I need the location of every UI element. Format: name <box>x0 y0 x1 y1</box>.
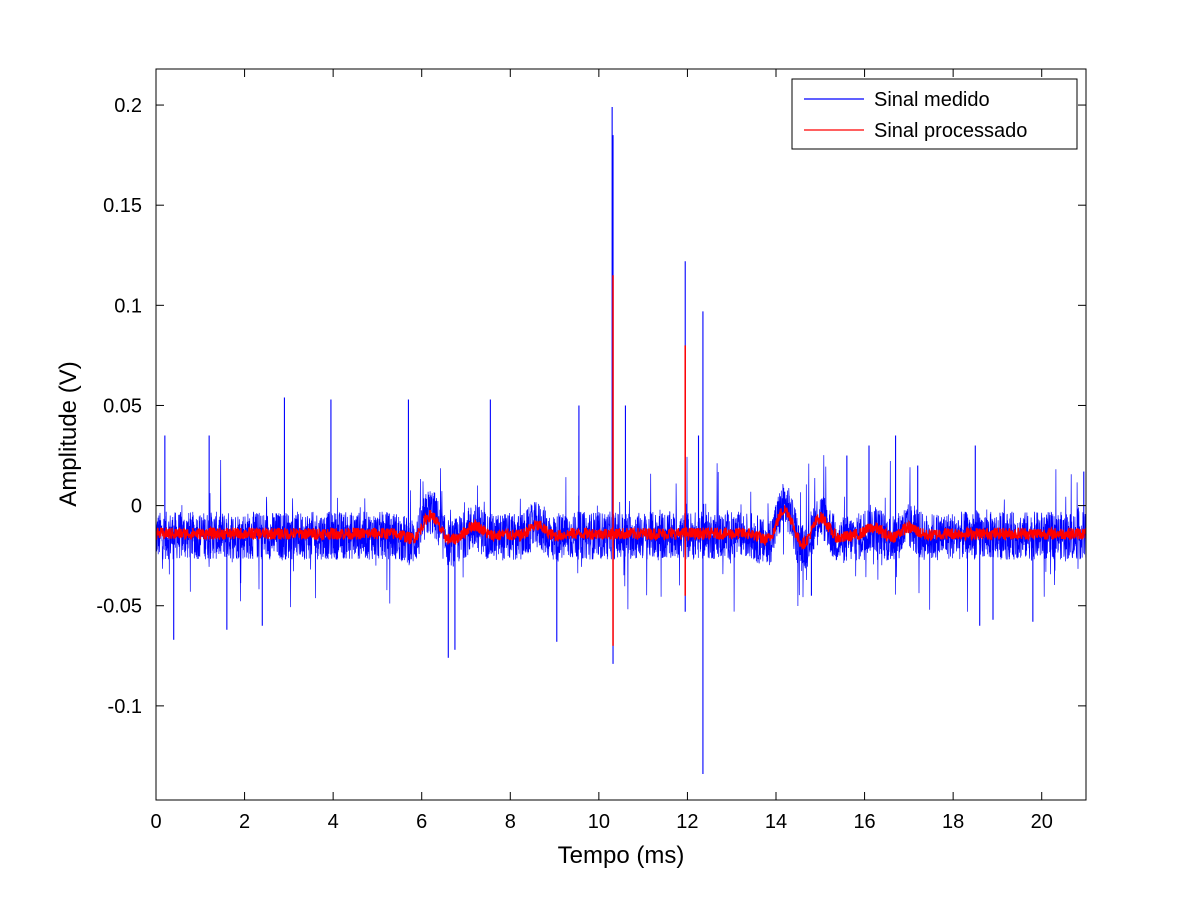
x-tick-label: 8 <box>505 811 516 833</box>
x-tick-label: 2 <box>239 811 250 833</box>
x-tick-label: 6 <box>416 811 427 833</box>
x-tick-label: 4 <box>328 811 339 833</box>
series-layer <box>156 107 1086 774</box>
series-sinal-processado <box>156 275 1086 646</box>
x-tick-label: 16 <box>853 811 875 833</box>
y-tick-label: -0.05 <box>96 596 142 618</box>
x-tick-label: 20 <box>1031 811 1053 833</box>
legend-box <box>791 78 1078 150</box>
y-tick-label: 0.15 <box>103 195 142 217</box>
x-tick-label: 0 <box>150 811 161 833</box>
x-axis: 0 2 4 6 8 10 12 14 16 18 20 <box>150 69 1053 833</box>
y-tick-label: -0.1 <box>108 696 142 718</box>
x-tick-label: 14 <box>765 811 787 833</box>
series-line-sinal-medido <box>156 455 1086 612</box>
y-tick-label: 0.1 <box>114 295 142 317</box>
plot-frame <box>155 68 1087 801</box>
x-axis-title: Tempo (ms) <box>558 842 685 869</box>
x-tick-label: 18 <box>942 811 964 833</box>
y-axis: -0.1 -0.05 0 0.05 0.1 0.15 0.2 <box>96 95 1086 718</box>
legend-label-sinal-medido: Sinal medido <box>874 89 990 111</box>
x-tick-label: 12 <box>676 811 698 833</box>
y-axis-title: Amplitude (V) <box>55 361 82 506</box>
legend-label-sinal-processado: Sinal processado <box>874 120 1027 142</box>
y-tick-label: 0.05 <box>103 395 142 417</box>
y-tick-label: 0.2 <box>114 95 142 117</box>
y-tick-label: 0 <box>131 496 142 518</box>
x-tick-label: 10 <box>588 811 610 833</box>
series-line-sinal-processado <box>156 505 1086 550</box>
legend: Sinal medido Sinal processado <box>791 78 1078 150</box>
